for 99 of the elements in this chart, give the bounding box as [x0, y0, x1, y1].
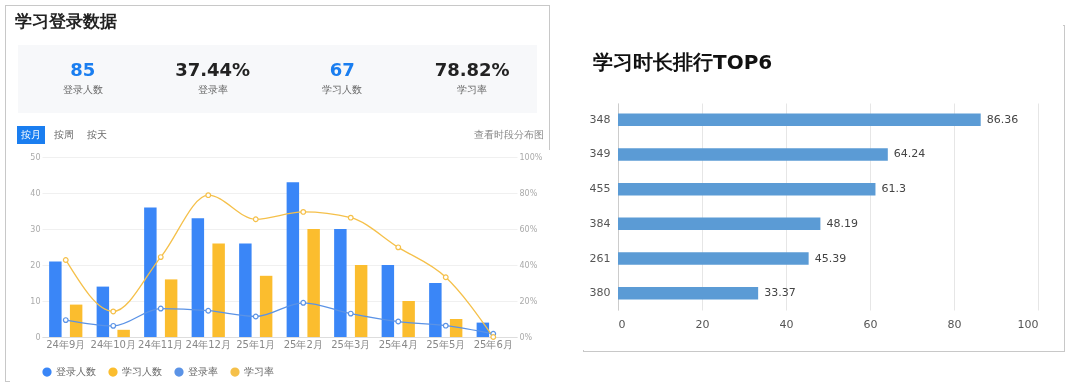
point [300, 208, 307, 215]
y2-tick-label: 100% [519, 152, 543, 162]
x-tick-label: 100 [1017, 317, 1039, 331]
y2-tick-label: 60% [519, 224, 538, 234]
chart-title: 学习时长排行TOP6 [593, 50, 773, 74]
legend-label: 登录率 [188, 366, 218, 378]
text: 67 [328, 59, 356, 80]
bar [286, 182, 300, 337]
data-label: 33.37 [764, 286, 796, 300]
legend-label: 学习率 [244, 366, 274, 378]
point [110, 308, 117, 315]
data-label: 86.36 [986, 112, 1019, 126]
x-tick-label: 25年6月 [473, 338, 513, 350]
x-tick-label: 24年10月 [90, 338, 136, 350]
y2-tick-label: 20% [519, 296, 538, 306]
point [205, 307, 212, 314]
bar [354, 265, 368, 337]
bar [96, 286, 110, 337]
text: 按周 [53, 128, 75, 142]
bar [381, 265, 395, 337]
point [252, 216, 259, 223]
bar [307, 229, 320, 337]
point [442, 322, 449, 329]
point [62, 317, 69, 324]
text: 登录人数 [61, 83, 104, 97]
point [252, 313, 259, 320]
x-tick-label: 25年4月 [378, 338, 418, 350]
data-label: 45.39 [814, 251, 847, 265]
y-tick-label: 349 [589, 147, 611, 161]
bar [402, 301, 415, 337]
bar [618, 252, 809, 265]
x-tick-label: 25年3月 [331, 338, 371, 350]
bar [618, 148, 888, 161]
text: 37.44% [174, 59, 252, 80]
y-tick-label: 50 [30, 152, 41, 162]
x-tick-label: 25年1月 [236, 338, 276, 350]
text: 按月 [17, 126, 45, 144]
point [347, 310, 354, 317]
bar [618, 113, 981, 126]
bar [334, 229, 347, 337]
point [300, 299, 307, 306]
y-tick-label: 10 [30, 296, 41, 306]
x-tick-label: 24年12月 [185, 338, 231, 350]
y-tick-label: 20 [30, 260, 41, 270]
bar [117, 329, 130, 337]
y-tick-label: 348 [589, 112, 611, 126]
bar [618, 217, 821, 231]
y-tick-label: 384 [589, 216, 611, 230]
point [205, 192, 212, 199]
point [442, 274, 449, 281]
data-label: 48.19 [826, 216, 858, 230]
bar [212, 243, 225, 337]
x-tick-label: 25年2月 [283, 338, 323, 350]
text: 学习登录数据 [15, 10, 117, 33]
bar [144, 207, 157, 337]
text: 登录率 [196, 83, 229, 97]
text: 学习率 [456, 83, 489, 97]
data-label: 64.24 [893, 147, 926, 161]
x-tick-label: 40 [779, 317, 794, 331]
y2-tick-label: 80% [519, 188, 538, 198]
legend-label: 学习人数 [122, 366, 162, 378]
y-tick-label: 455 [589, 182, 611, 196]
text: 78.82% [433, 59, 511, 80]
point [157, 305, 164, 312]
x-tick-label: 24年11月 [138, 338, 184, 350]
bar [164, 279, 178, 337]
text: 学习人数 [321, 83, 364, 97]
bar [429, 283, 442, 337]
data-label: 61.3 [881, 182, 906, 196]
text: 查看时段分布图 [473, 128, 545, 142]
bar [239, 243, 252, 337]
x-tick-label: 20 [695, 317, 710, 331]
y-tick-label: 40 [30, 188, 41, 198]
y2-tick-label: 0% [519, 332, 533, 342]
y-tick-label: 30 [30, 224, 41, 234]
text: 85 [69, 59, 97, 80]
point [62, 257, 69, 263]
bar [49, 261, 62, 337]
y2-tick-label: 40% [519, 260, 538, 270]
x-tick-label: 0 [618, 317, 626, 331]
bar [618, 182, 876, 196]
x-tick-label: 80 [947, 317, 962, 331]
point [157, 254, 164, 261]
point [395, 244, 402, 251]
bar [191, 218, 205, 337]
bar [69, 304, 83, 337]
y-tick-label: 380 [589, 286, 611, 300]
x-tick-label: 60 [863, 317, 878, 331]
point [110, 322, 117, 329]
x-tick-label: 25年5月 [426, 338, 466, 350]
x-tick-label: 24年9月 [46, 338, 86, 350]
y-tick-label: 261 [589, 251, 611, 265]
point [490, 334, 497, 340]
point [395, 318, 402, 325]
bar [259, 275, 273, 337]
text: 按天 [86, 128, 108, 142]
bar [618, 287, 759, 300]
legend-label: 登录人数 [56, 366, 96, 378]
point [347, 214, 354, 221]
